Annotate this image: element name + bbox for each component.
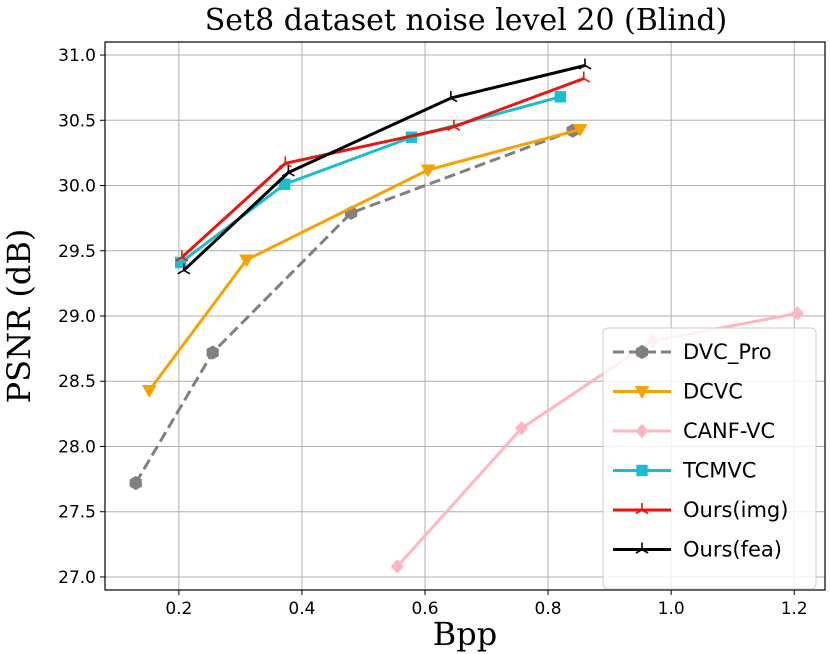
legend-marker: [635, 423, 649, 439]
legend-marker: [635, 344, 649, 360]
data-point-ours-img: [577, 71, 591, 83]
x-axis-label: Bpp: [433, 615, 497, 653]
data-point-tcmvc: [554, 91, 567, 103]
series-ours-img: [175, 71, 591, 262]
axis-ticks: 0.2 0.4 0.6 0.8 1.0 1.2 27.0 27.5 28.0 28.5 29.0 29…: [58, 46, 808, 619]
legend-entry-tcmvc: TCMVC: [613, 459, 756, 483]
y-tick-label: 28.5: [58, 372, 96, 392]
x-tick-label: 0.6: [411, 599, 438, 619]
series-line-ours-fea: [182, 64, 586, 272]
legend-entry-dvc-pro: DVC_Pro: [613, 340, 772, 365]
series-line-tcmvc: [179, 95, 561, 264]
y-tick-label: 30.5: [58, 111, 96, 131]
data-point-ours-fea: [444, 91, 458, 103]
legend-marker: [636, 464, 648, 477]
data-point-dvc-pro: [206, 345, 219, 360]
data-point-dcvc: [420, 164, 436, 178]
x-tick-label: 0.4: [288, 599, 315, 619]
data-point-canf-vc: [790, 306, 804, 321]
series-line-dcvc: [148, 127, 581, 392]
series-tcmvc: [174, 91, 567, 269]
legend-marker: [634, 386, 650, 400]
data-point-canf-vc: [515, 420, 529, 436]
data-point-dcvc: [572, 124, 588, 137]
data-point-dcvc: [141, 384, 157, 398]
legend-entry-dcvc: DCVC: [613, 380, 743, 404]
legend-label: DCVC: [683, 380, 743, 404]
y-axis-label: PSNR (dB): [0, 229, 38, 404]
chart-title: Set8 dataset noise level 20 (Blind): [205, 3, 727, 38]
legend-label: Ours(img): [683, 498, 788, 522]
legend-entry-canf-vc: CANF-VC: [613, 419, 775, 443]
y-tick-label: 30.0: [58, 177, 96, 197]
x-tick-label: 0.2: [165, 599, 192, 619]
series-line-ours-img: [180, 77, 585, 259]
legend-label: CANF-VC: [683, 419, 775, 443]
y-tick-label: 27.0: [58, 568, 96, 588]
data-point-ours-img: [278, 156, 292, 168]
y-tick-label: 29.0: [58, 307, 96, 327]
legend: DVC_Pro DCVC CANF-VC TCMVC Ours(img) Ours(fea…: [602, 327, 817, 590]
data-point-ours-img: [175, 250, 189, 262]
data-point-ours-fea: [578, 58, 592, 70]
data-point-ours-img: [447, 119, 461, 132]
x-tick-label: 0.8: [535, 599, 562, 619]
data-point-dvc-pro: [129, 475, 142, 491]
data-point-canf-vc: [390, 559, 404, 574]
x-tick-label: 1.2: [781, 599, 808, 619]
series-line-dvc-pro: [134, 129, 574, 484]
y-tick-label: 31.0: [58, 46, 96, 66]
series-dcvc: [141, 124, 588, 398]
legend-marker: [635, 542, 649, 554]
legend-entry-ours-fea: Ours(fea): [613, 538, 782, 562]
data-point-dcvc: [239, 254, 254, 268]
legend-box: [602, 327, 817, 590]
y-tick-label: 28.0: [58, 437, 96, 457]
y-tick-label: 29.5: [58, 242, 96, 262]
legend-label: DVC_Pro: [683, 340, 772, 365]
legend-marker: [635, 503, 649, 515]
y-tick-label: 27.5: [58, 503, 96, 523]
data-point-tcmvc: [278, 178, 291, 190]
data-point-ours-fea: [177, 263, 191, 275]
series-dvc-pro: [129, 123, 579, 491]
legend-label: TCMVC: [682, 459, 756, 483]
legend-label: Ours(fea): [683, 538, 782, 562]
series-layer: [129, 58, 804, 574]
series-ours-fea: [177, 58, 592, 275]
series-line-canf-vc: [396, 311, 798, 568]
x-tick-label: 1.0: [658, 599, 685, 619]
legend-entry-ours-img: Ours(img): [613, 498, 788, 522]
data-point-ours-fea: [281, 165, 295, 177]
